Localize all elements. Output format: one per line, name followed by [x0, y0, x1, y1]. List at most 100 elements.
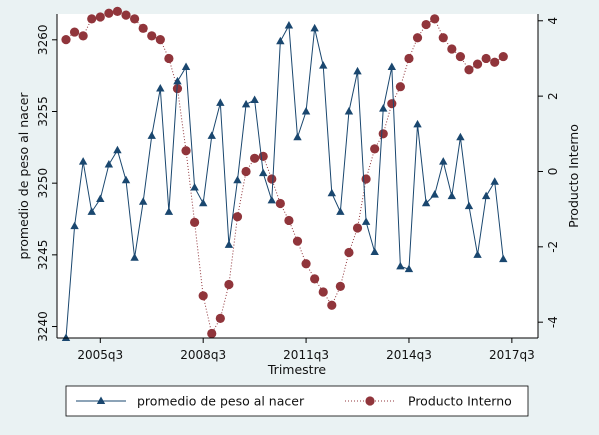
producto-point — [327, 300, 337, 310]
peso-point — [413, 119, 422, 128]
producto-point — [430, 14, 440, 24]
producto-point — [352, 223, 363, 233]
peso-point — [78, 157, 88, 165]
plot-background — [57, 14, 538, 338]
y-right-tick-label: 4 — [546, 17, 560, 25]
producto-point — [267, 174, 277, 184]
producto-point — [361, 174, 371, 184]
peso-point — [164, 207, 174, 215]
producto-point — [275, 198, 285, 209]
peso-point — [224, 240, 234, 248]
x-tick-label: 2017q3 — [489, 348, 535, 362]
peso-point — [113, 145, 122, 154]
peso-point — [138, 197, 148, 205]
legend-peso-marker — [96, 396, 106, 404]
y-left-tick-label: 3260 — [36, 25, 50, 56]
peso-point — [276, 36, 285, 45]
producto-point — [129, 14, 140, 24]
producto-point — [207, 328, 217, 339]
y-left-tick-label: 3240 — [36, 311, 50, 342]
producto-point — [370, 144, 380, 154]
producto-point — [250, 153, 260, 163]
producto-point — [112, 6, 123, 16]
peso-point — [233, 175, 242, 184]
producto-point — [284, 215, 294, 226]
producto-point — [310, 274, 320, 284]
peso-point — [259, 168, 268, 177]
legend-box — [65, 385, 529, 417]
producto-point — [490, 57, 500, 67]
producto-point — [344, 247, 354, 258]
peso-point — [207, 131, 216, 139]
peso-point — [327, 188, 336, 197]
y-left-tick-label: 3250 — [36, 168, 50, 199]
producto-point — [147, 31, 157, 41]
producto-point — [121, 10, 131, 20]
x-tick-label: 2014q3 — [386, 348, 432, 362]
producto-point — [138, 23, 148, 33]
peso-point — [241, 99, 251, 108]
legend-peso-label: promedio de peso al nacer — [137, 394, 305, 409]
producto-point — [318, 287, 328, 297]
peso-point — [147, 131, 156, 139]
peso-point — [104, 160, 114, 168]
peso-point — [173, 76, 182, 85]
y-left-axis-title: promedio de peso al nacer — [16, 92, 31, 260]
peso-point — [121, 175, 131, 184]
peso-point — [181, 62, 191, 71]
x-axis-title: Trimestre — [267, 362, 327, 377]
producto-point — [69, 27, 80, 37]
peso-point — [421, 198, 431, 207]
peso-point — [490, 177, 499, 185]
producto-point — [447, 44, 457, 54]
y-left-tick-label: 3245 — [36, 240, 50, 271]
peso-point — [353, 66, 362, 75]
producto-point — [292, 236, 303, 246]
producto-line — [65, 10, 504, 335]
peso-point — [370, 247, 379, 255]
producto-point — [455, 51, 466, 62]
y-right-tick-label: -2 — [546, 241, 560, 253]
legend-producto-label: Producto Interno — [408, 394, 512, 409]
producto-point — [301, 259, 311, 269]
producto-point — [378, 129, 388, 139]
peso-point — [336, 207, 345, 215]
legend: promedio de peso al nacer Producto Inter… — [65, 385, 529, 417]
series-layer — [61, 6, 508, 341]
producto-point — [498, 51, 508, 62]
peso-point — [216, 98, 225, 106]
peso-point — [456, 132, 465, 141]
producto-point — [87, 14, 97, 24]
peso-line — [65, 23, 504, 339]
peso-point — [396, 261, 405, 270]
producto-point — [224, 279, 234, 290]
producto-point — [215, 313, 225, 324]
producto-point — [387, 99, 397, 109]
producto-point — [232, 212, 243, 222]
x-tick-label: 2005q3 — [77, 348, 123, 362]
producto-point — [78, 31, 88, 41]
producto-point — [190, 217, 200, 227]
peso-point — [284, 20, 294, 29]
peso-point — [70, 221, 79, 230]
y-right-ticks: -4 -2 0 2 4 — [538, 17, 560, 328]
peso-point — [464, 201, 474, 210]
peso-point — [481, 191, 491, 200]
peso-point — [61, 333, 71, 341]
y-right-tick-label: 0 — [546, 168, 560, 176]
peso-point — [310, 23, 319, 32]
peso-point — [87, 207, 96, 215]
peso-point — [156, 84, 165, 92]
producto-point — [155, 35, 165, 45]
producto-point — [335, 281, 345, 291]
peso-point — [473, 250, 482, 258]
producto-point — [421, 19, 431, 30]
producto-point — [241, 166, 251, 177]
producto-point — [164, 53, 174, 64]
producto-point — [95, 12, 105, 22]
producto-point — [438, 33, 448, 43]
producto-point — [481, 53, 491, 64]
peso-point — [250, 95, 259, 104]
peso-point — [361, 217, 371, 225]
